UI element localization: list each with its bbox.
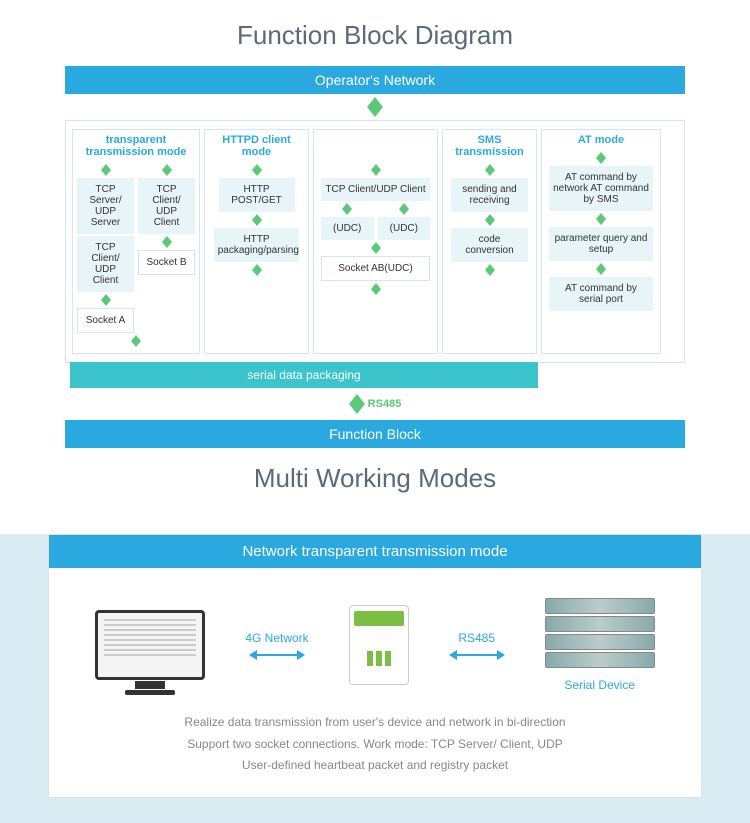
device-server: Serial Device	[545, 598, 655, 692]
desc1: Realize data transmission from user's de…	[69, 712, 681, 734]
box-sms-send: sending and receiving	[451, 178, 528, 212]
socket-b: Socket B	[138, 250, 195, 275]
section2: Network transparent transmission mode 4G…	[0, 534, 750, 823]
arrow-top	[0, 97, 750, 117]
col4-title: SMS transmission	[447, 134, 532, 158]
server-icon	[545, 598, 655, 670]
col1-title: transparent transmission mode	[77, 134, 195, 158]
col5-title: AT mode	[578, 134, 624, 146]
serial-data-bar: serial data packaging	[70, 362, 538, 388]
device-monitor	[95, 610, 205, 680]
arrow-rs485: RS485	[449, 631, 505, 660]
rs485-text: RS485	[368, 398, 402, 410]
box-http-post: HTTP POST/GET	[219, 178, 295, 212]
col-at: AT mode AT command by network AT command…	[541, 129, 661, 354]
main-title: Function Block Diagram	[0, 0, 750, 66]
mode-header: Network transparent transmission mode	[49, 535, 701, 568]
socket-a: Socket A	[77, 308, 134, 333]
box-tcp-client1: TCP Client/ UDP Client	[77, 236, 134, 292]
col2-title: HTTPD client mode	[209, 134, 304, 158]
box-udc2: (UDC)	[378, 217, 431, 240]
box-tcp-udp-client: TCP Client/UDP Client	[321, 178, 430, 201]
box-at-cmd: AT command by network AT command by SMS	[549, 166, 654, 211]
desc-lines: Realize data transmission from user's de…	[49, 712, 701, 777]
module-icon	[349, 605, 409, 685]
label-rs485: RS485	[458, 631, 495, 645]
diagram-container: transparent transmission mode TCP Server…	[65, 120, 685, 363]
box-tcp-client2: TCP Client/ UDP Client	[138, 178, 195, 234]
arrow-4g: 4G Network	[245, 631, 308, 660]
operator-bar: Operator's Network	[65, 66, 685, 94]
section2-title: Multi Working Modes	[0, 448, 750, 509]
rs485-arrow: RS485	[0, 391, 750, 417]
label-4g: 4G Network	[245, 631, 308, 645]
desc3: User-defined heartbeat packet and regist…	[69, 755, 681, 777]
box-tcp-server: TCP Server/ UDP Server	[77, 178, 134, 234]
box-udc1: (UDC)	[321, 217, 374, 240]
mode-box: Network transparent transmission mode 4G…	[48, 534, 702, 798]
col-transparent: transparent transmission mode TCP Server…	[72, 129, 200, 354]
label-serial: Serial Device	[564, 678, 635, 692]
box-code-conv: code conversion	[451, 228, 528, 262]
box-param: parameter query and setup	[549, 227, 654, 261]
desc2: Support two socket connections. Work mod…	[69, 734, 681, 756]
col-tcp-udp: TCP Client/UDP Client (UDC) (UDC) Socket…	[313, 129, 438, 354]
col-sms: SMS transmission sending and receiving c…	[442, 129, 537, 354]
box-at-serial: AT command by serial port	[549, 277, 654, 311]
function-block-bar: Function Block	[65, 420, 685, 448]
socket-ab: Socket AB(UDC)	[321, 256, 430, 281]
mode-body: 4G Network RS485 Serial	[49, 568, 701, 712]
col-httpd: HTTPD client mode HTTP POST/GET HTTP pac…	[204, 129, 309, 354]
monitor-icon	[95, 610, 205, 680]
box-http-pack: HTTP packaging/parsing	[214, 228, 300, 262]
